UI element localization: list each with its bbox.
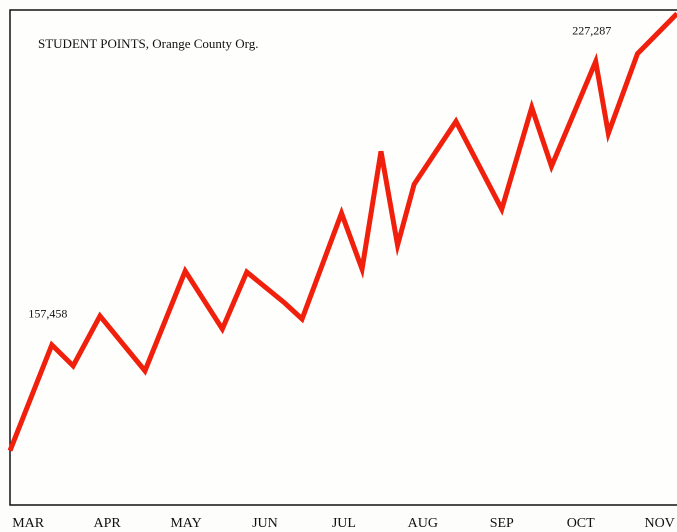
x-tick-label: JUN bbox=[252, 516, 278, 531]
data-line bbox=[7, 11, 677, 452]
x-tick-label: MAY bbox=[170, 516, 201, 531]
value-label: 157,458 bbox=[28, 307, 67, 321]
x-tick-label: AUG bbox=[408, 516, 438, 531]
x-tick-label: SEP bbox=[490, 516, 514, 531]
plot-frame bbox=[9, 9, 677, 506]
x-tick-label: NOV bbox=[644, 516, 674, 531]
x-tick-label: JUL bbox=[332, 516, 356, 531]
x-tick-label: MAR bbox=[12, 516, 45, 531]
value-label: 227,287 bbox=[572, 23, 611, 37]
chart-title: STUDENT POINTS, Orange County Org. bbox=[38, 36, 259, 51]
x-tick-label: OCT bbox=[567, 516, 595, 531]
x-tick-label: APR bbox=[93, 516, 121, 531]
